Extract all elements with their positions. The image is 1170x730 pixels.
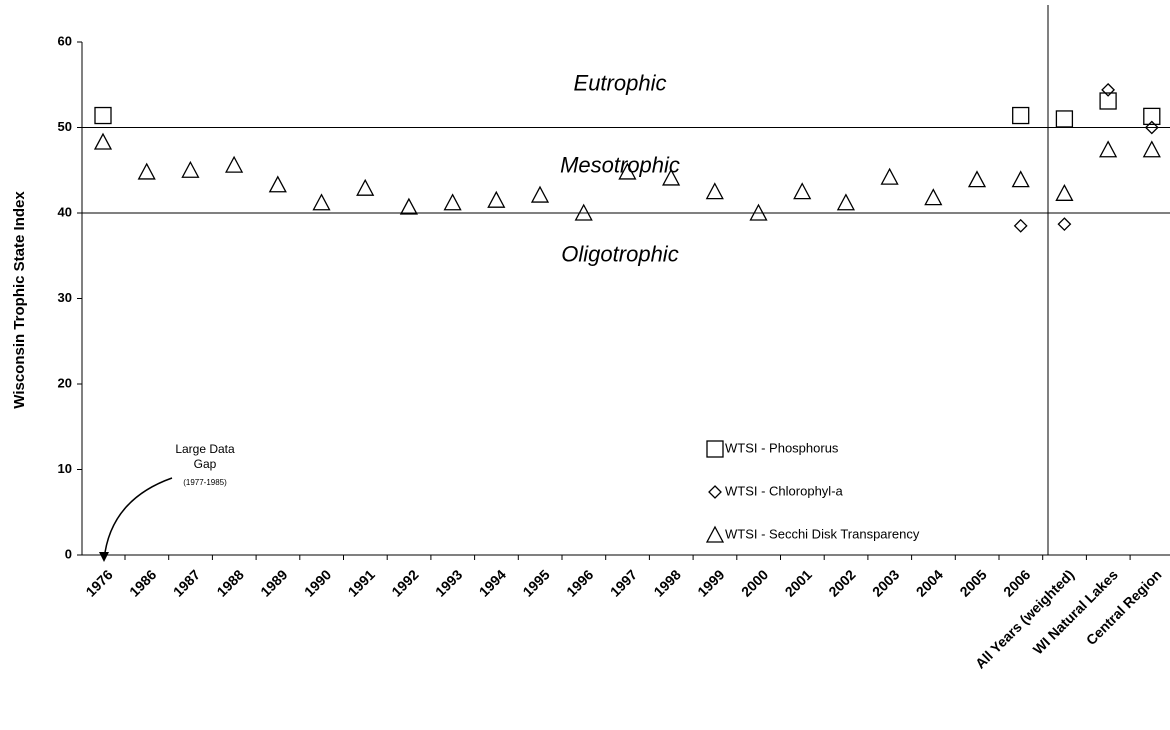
- marker-triangle: [749, 203, 768, 221]
- marker-triangle: [181, 160, 200, 178]
- marker-diamond: [708, 485, 722, 499]
- marker-diamond: [1013, 218, 1028, 233]
- x-tick-label: Central Region: [1083, 566, 1165, 648]
- legend-label: WTSI - Phosphorus: [725, 440, 839, 455]
- marker-triangle: [662, 168, 681, 186]
- marker-triangle: [225, 155, 244, 173]
- x-tick-label: 2004: [913, 566, 946, 599]
- zone-label: Eutrophic: [574, 71, 667, 96]
- marker-diamond: [1144, 120, 1159, 135]
- marker-square: [706, 440, 724, 458]
- x-tick-label: 2005: [956, 566, 989, 599]
- marker-triangle: [487, 190, 506, 208]
- legend-label: WTSI - Chlorophyl-a: [725, 483, 844, 498]
- marker-triangle: [793, 182, 812, 200]
- y-tick-label: 50: [58, 119, 72, 134]
- x-tick-label: 1997: [607, 566, 640, 599]
- marker-triangle: [1055, 183, 1074, 201]
- x-tick-label: 2000: [738, 566, 771, 599]
- marker-triangle: [924, 188, 943, 206]
- zone-label: Oligotrophic: [561, 242, 678, 267]
- annotation: (1977-1985): [183, 478, 227, 487]
- marker-triangle: [530, 185, 550, 203]
- x-tick-label: 1987: [170, 566, 203, 599]
- marker-triangle: [443, 193, 462, 211]
- x-tick-label: 1999: [694, 566, 727, 599]
- x-tick-label: 1990: [301, 566, 334, 599]
- marker-diamond: [1057, 217, 1072, 232]
- x-tick-label: 2002: [825, 566, 858, 599]
- x-tick-label: 2001: [782, 566, 815, 599]
- x-tick-label: 1992: [388, 566, 421, 599]
- arrow: [103, 477, 173, 561]
- marker-square: [1012, 106, 1030, 125]
- marker-triangle: [312, 193, 331, 211]
- x-tick-label: 1993: [432, 566, 465, 599]
- zone-label: Mesotrophic: [560, 153, 680, 178]
- marker-triangle: [93, 132, 113, 150]
- legend-label: WTSI - Secchi Disk Transparency: [725, 526, 920, 541]
- y-tick-label: 10: [58, 461, 72, 476]
- y-tick-label: 0: [65, 546, 72, 561]
- annotation: Gap: [194, 457, 217, 471]
- marker-triangle: [705, 182, 724, 200]
- y-tick-label: 40: [58, 204, 72, 219]
- x-tick-label: 1988: [213, 566, 246, 599]
- x-tick-label: 1998: [650, 566, 683, 599]
- marker-triangle: [618, 162, 637, 180]
- x-tick-label: 2003: [869, 566, 902, 599]
- x-tick-label: 1995: [519, 566, 552, 599]
- marker-square: [1143, 107, 1161, 126]
- marker-square: [1099, 92, 1117, 110]
- marker-triangle: [967, 170, 987, 188]
- marker-triangle: [399, 197, 418, 215]
- marker-triangle: [268, 175, 287, 193]
- x-tick-label: 1991: [345, 566, 378, 599]
- marker-triangle: [1099, 140, 1118, 158]
- marker-square: [1055, 110, 1074, 128]
- arrow-head: [99, 552, 109, 562]
- y-tick-label: 30: [58, 290, 72, 305]
- x-tick-label: 2006: [1000, 566, 1033, 599]
- y-axis-label: Wisconsin Trophic State Index: [11, 191, 28, 409]
- marker-triangle: [880, 167, 899, 185]
- x-tick-label: 1976: [82, 566, 115, 599]
- annotation: Large Data: [175, 442, 235, 456]
- marker-square: [94, 106, 112, 125]
- marker-triangle: [1142, 140, 1161, 158]
- y-tick-label: 20: [58, 375, 72, 390]
- marker-triangle: [836, 193, 855, 211]
- marker-triangle: [705, 525, 725, 543]
- marker-triangle: [356, 178, 375, 196]
- x-tick-label: 1989: [257, 566, 290, 599]
- x-tick-label: 1996: [563, 566, 596, 599]
- marker-triangle: [137, 162, 156, 180]
- y-tick-label: 60: [58, 33, 72, 48]
- x-tick-label: 1986: [126, 566, 159, 599]
- marker-triangle: [1011, 170, 1030, 188]
- x-tick-label: 1994: [476, 566, 509, 599]
- marker-triangle: [574, 203, 593, 221]
- marker-diamond: [1101, 82, 1116, 97]
